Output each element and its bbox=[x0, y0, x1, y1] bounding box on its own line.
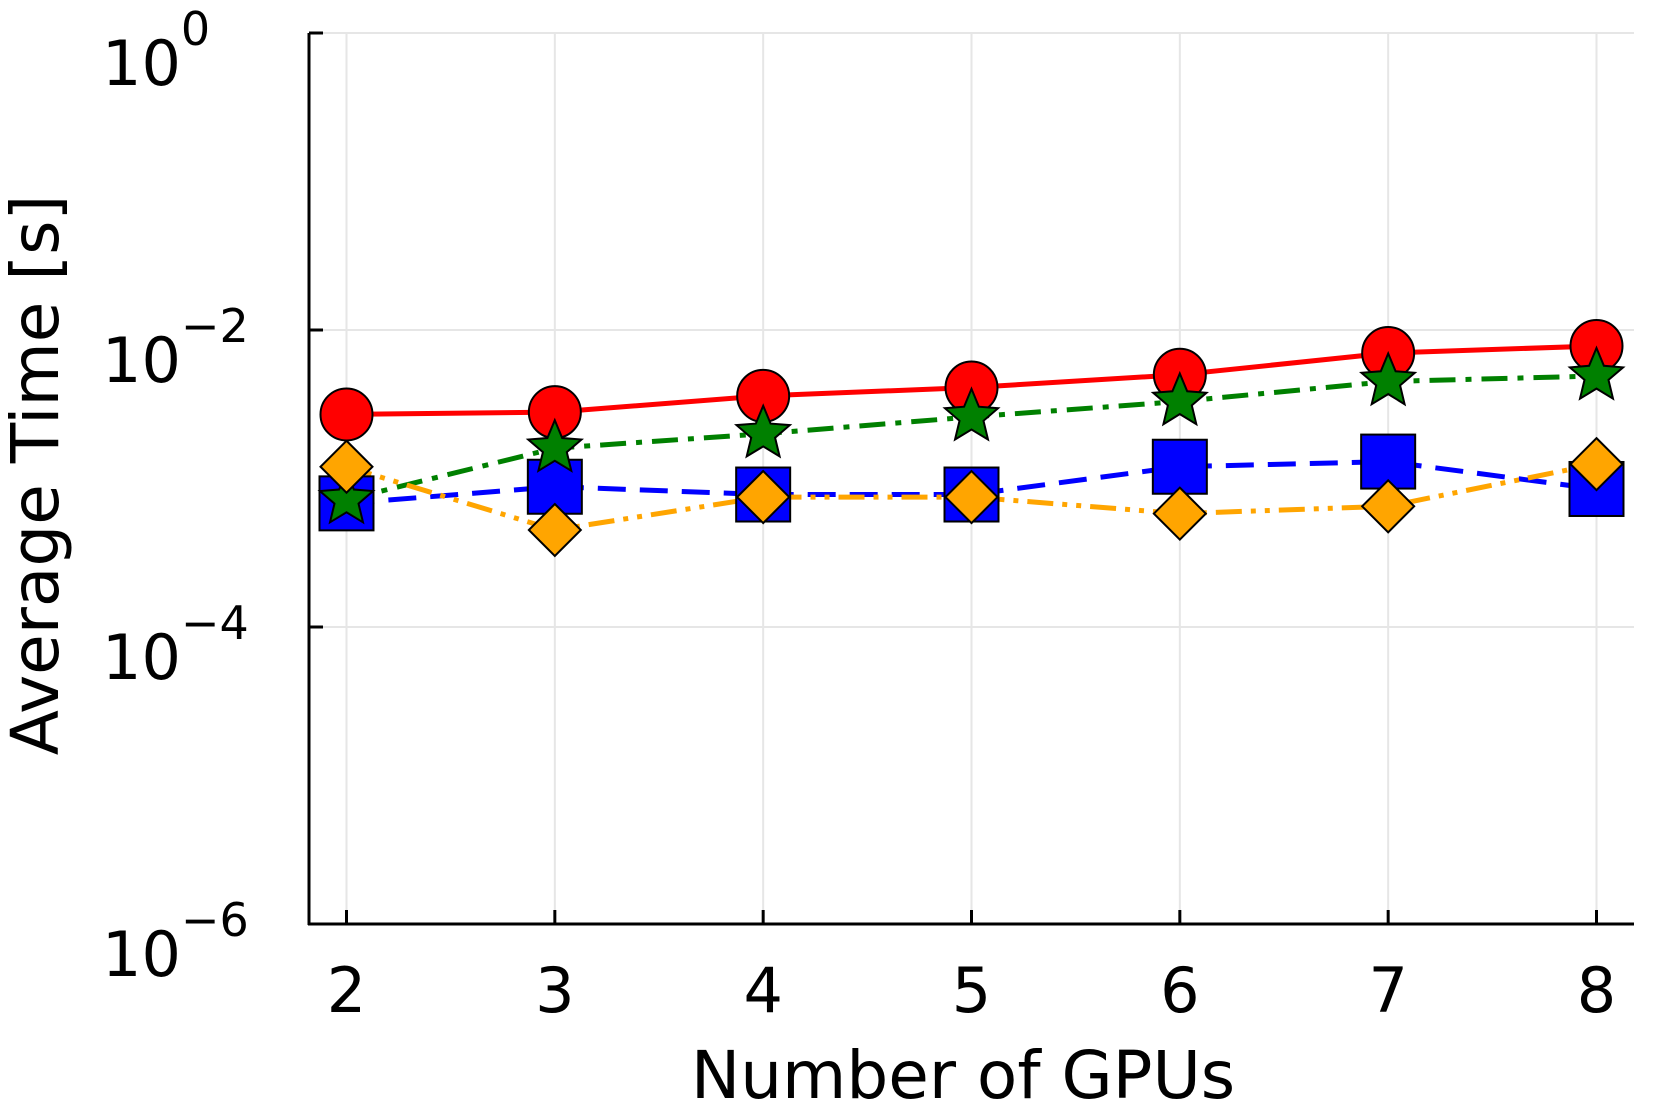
y-tick-exponent: −4 bbox=[181, 596, 249, 650]
series-red-point bbox=[319, 387, 374, 442]
series-green-point bbox=[1150, 370, 1209, 427]
x-tick-label: 6 bbox=[1160, 954, 1199, 1027]
y-tick-label: 10−4 bbox=[102, 596, 249, 694]
series-green-point bbox=[1567, 345, 1626, 401]
y-tick-base: 10 bbox=[102, 621, 181, 694]
series-green-point bbox=[1359, 350, 1418, 407]
axes bbox=[307, 31, 1634, 926]
y-tick-exponent: −6 bbox=[181, 893, 249, 947]
x-tick-label: 8 bbox=[1577, 954, 1616, 1027]
x-tick-label: 4 bbox=[743, 954, 782, 1027]
y-tick-base: 10 bbox=[102, 918, 181, 991]
series-orange-point bbox=[1152, 486, 1208, 542]
series-orange-point bbox=[319, 439, 374, 495]
series-orange-point bbox=[1360, 478, 1416, 534]
series-orange-point bbox=[1569, 436, 1624, 492]
series-green-point bbox=[525, 417, 584, 473]
y-tick-label: 10−2 bbox=[102, 299, 249, 397]
series-markers bbox=[317, 319, 1626, 558]
x-tick-label: 5 bbox=[952, 954, 991, 1027]
x-tick-label: 7 bbox=[1368, 954, 1407, 1027]
y-tick-base: 10 bbox=[102, 27, 181, 100]
series-orange-point bbox=[944, 469, 999, 525]
x-tick-label: 2 bbox=[327, 954, 366, 1027]
x-tick-label: 3 bbox=[535, 954, 574, 1027]
y-tick-label: 10−6 bbox=[102, 893, 249, 991]
y-axis-title: Average Time [s] bbox=[0, 195, 74, 755]
series-orange-point bbox=[527, 502, 583, 558]
y-tick-label: 100 bbox=[102, 2, 210, 100]
y-tick-exponent: 0 bbox=[181, 2, 210, 56]
series-blue-point bbox=[1151, 438, 1208, 495]
y-tick-base: 10 bbox=[102, 324, 181, 397]
x-axis-title: Number of GPUs bbox=[691, 1037, 1235, 1107]
series-green-point bbox=[942, 386, 1001, 442]
series-green-point bbox=[317, 469, 376, 525]
series-orange-point bbox=[735, 469, 791, 525]
y-tick-exponent: −2 bbox=[181, 299, 249, 353]
series-green-point bbox=[734, 403, 793, 459]
